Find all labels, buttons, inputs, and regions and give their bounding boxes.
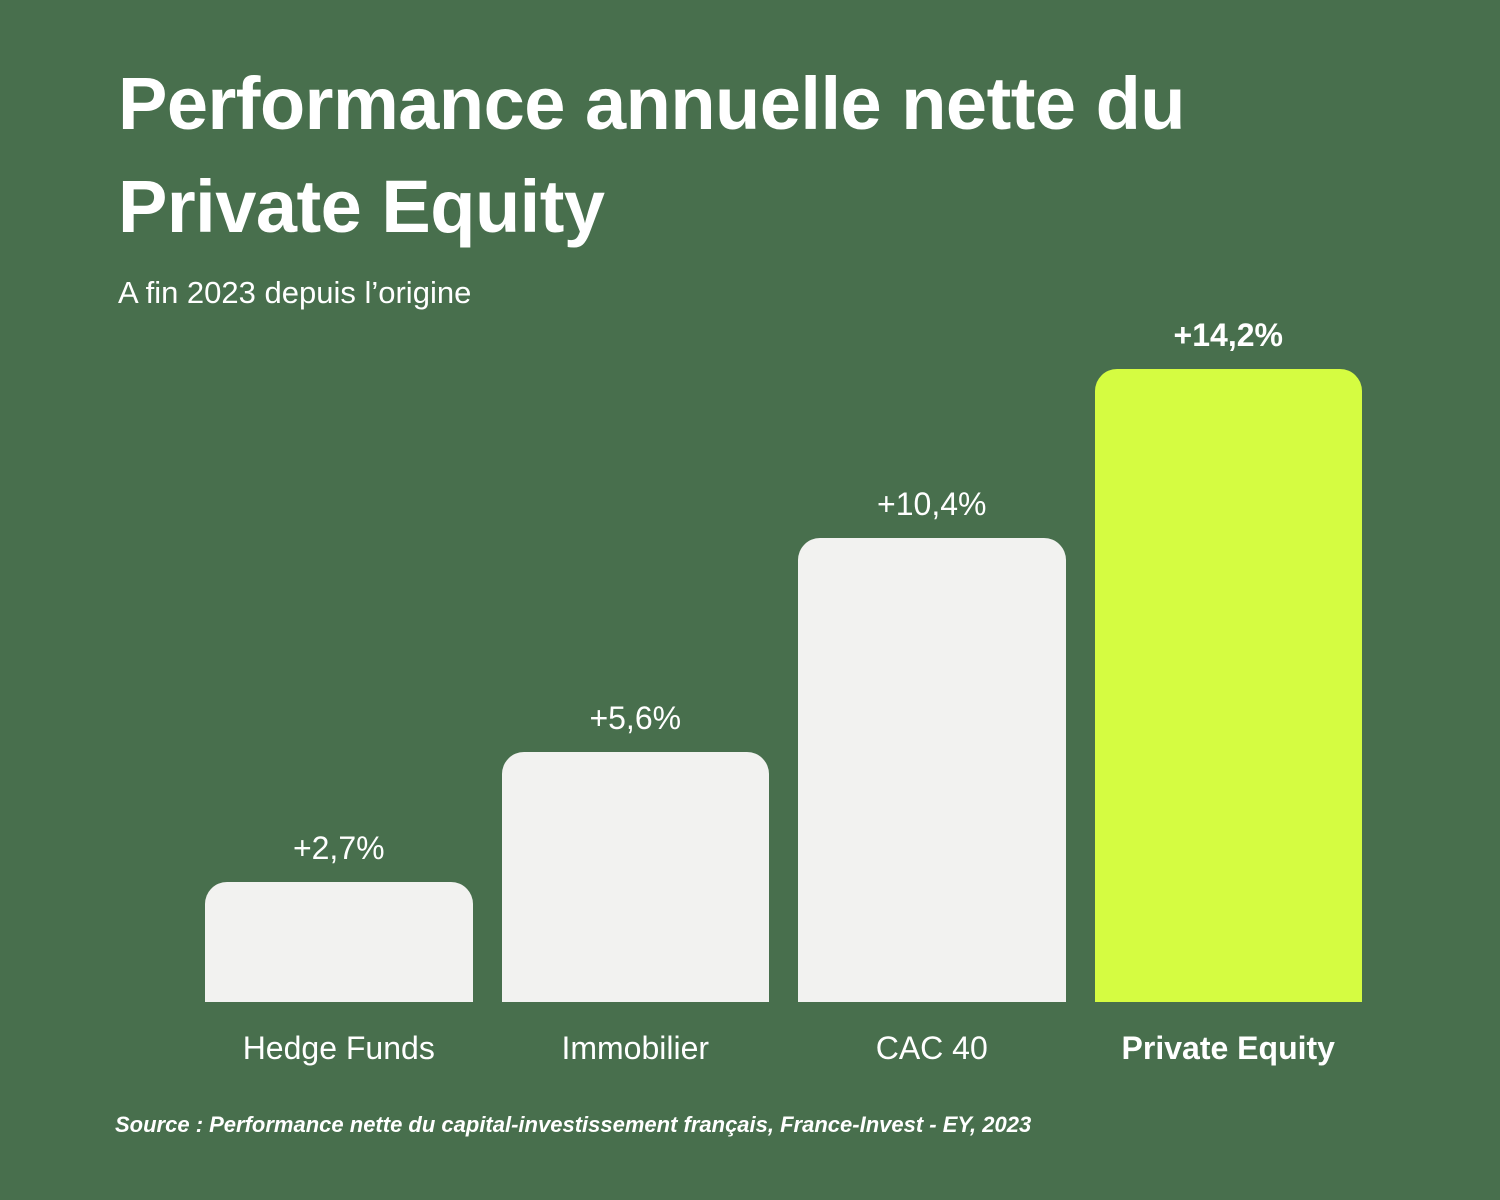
bar-chart: +2,7% Hedge Funds +5,6% Immobilier +10,4% CAC… <box>205 250 1362 1090</box>
bar-private-equity <box>1094 369 1362 1002</box>
bar-immobilier <box>501 752 769 1002</box>
bar-column-private-equity: +14,2% Private Equity <box>1094 250 1362 1090</box>
bar-hedge-funds <box>205 882 473 1002</box>
bar-value-label-immobilier: +5,6% <box>589 700 682 736</box>
title-line-1: Performance annuelle nette du <box>118 62 1186 145</box>
bar-category-label-immobilier: Immobilier <box>561 1030 710 1066</box>
source-note: Source : Performance nette du capital-in… <box>115 1112 1032 1137</box>
bar-column-cac-40: +10,4% CAC 40 <box>798 250 1066 1090</box>
header: Performance annuelle nette du Private Eq… <box>118 52 1398 258</box>
chart-subtitle: A fin 2023 depuis l’origine <box>118 275 472 310</box>
bar-value-label-hedge-funds: +2,7% <box>292 830 385 866</box>
bar-column-immobilier: +5,6% Immobilier <box>501 250 769 1090</box>
bar-category-label-cac-40: CAC 40 <box>875 1030 988 1066</box>
bar-category-label-hedge-funds: Hedge Funds <box>242 1030 435 1066</box>
bar-cac-40 <box>798 538 1066 1002</box>
title-line-2: Private Equity <box>118 165 605 248</box>
bar-value-label-cac-40: +10,4% <box>877 486 987 522</box>
bar-column-hedge-funds: +2,7% Hedge Funds <box>205 250 473 1090</box>
bar-value-label-private-equity: +14,2% <box>1173 317 1283 353</box>
page-title: Performance annuelle nette du Private Eq… <box>118 52 1398 258</box>
bar-category-label-private-equity: Private Equity <box>1121 1030 1335 1066</box>
